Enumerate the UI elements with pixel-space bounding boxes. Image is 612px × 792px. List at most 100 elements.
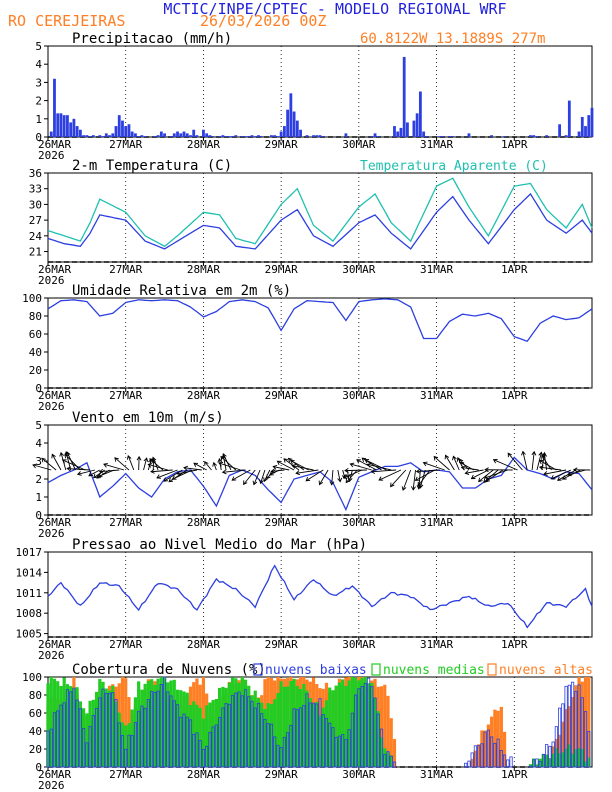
wind-arrow-head [221,469,227,475]
wind-arrow-head [364,459,370,464]
y-tick-label: 20 [29,364,42,377]
legend-medium-clouds-swatch [371,663,381,676]
wind-arrow [541,455,552,471]
medium-cloud-bar [185,692,189,767]
x-tick-label: 1APR [501,638,528,651]
panel-title: Vento em 10m (m/s) [72,410,224,426]
x-tick-label: 29MAR [265,263,298,276]
wind-arrow [148,463,168,471]
wind-arrow-head [287,457,293,463]
wind-arrow-head [543,471,548,476]
medium-cloud-bar [137,681,141,767]
precip-bar [567,100,571,137]
legend-low-clouds: nuvens baixas [265,663,367,678]
low-cloud-bar [198,740,202,768]
panel-title: 2-m Temperatura (C) [72,158,232,174]
y-tick-label: 100 [22,292,42,305]
y-tick-label: 40 [29,346,42,359]
wind-arrow-head [344,468,349,473]
low-cloud-bar [253,707,257,768]
low-cloud-bar [85,742,89,768]
wind-arrow-head [97,472,103,478]
wind-arrow-head [263,477,268,483]
medium-cloud-bar [311,703,316,767]
low-cloud-bar [545,744,549,768]
low-cloud-bar [185,716,189,768]
medium-cloud-bar [373,697,377,767]
medium-cloud-bar [124,725,128,767]
y-tick-label: 36 [29,167,42,180]
precip-bar [250,135,254,137]
wind-arrow-head [521,450,526,456]
precip-bar [134,133,137,137]
wind-arrow-head [212,461,218,467]
low-cloud-bar [315,703,319,768]
wind-arrow [62,459,86,471]
panel-frame [47,297,593,389]
low-cloud-bar [490,736,494,768]
low-cloud-bar [62,702,66,768]
precip-bar [59,113,63,137]
medium-cloud-bar [85,713,89,767]
precip-bar [295,120,299,137]
low-cloud-bar [344,739,348,768]
low-cloud-bar [276,744,280,768]
wind-arrow-head [464,470,470,476]
medium-cloud-bar [188,704,193,767]
x-tick-label: 1APR [501,389,528,402]
medium-cloud-bar [156,678,160,767]
wind-arrow-head [390,482,395,488]
wind-arrow [127,455,135,471]
panel-1: 0 1 2 3 4 5 26MAR 27MAR 28MAR 29MAR 30MAR 31MAR 1APR… [35,31,594,162]
precip-bar [66,115,69,137]
panel-6: 0 20 40 60 80 100 26MAR 27MAR 28MAR 29MAR 30MAR 31M… [22,662,593,792]
medium-cloud-bar [551,753,555,767]
precip-bar [590,107,594,137]
wind-arrow [337,469,341,482]
low-cloud-bar [574,691,578,768]
x-year-label: 2026 [38,527,65,540]
low-cloud-bar [75,699,79,768]
wind-arrow [156,469,178,479]
high-cloud-bar [386,695,390,767]
wind-arrow [557,469,577,481]
low-cloud-bar [324,718,329,768]
wind-arrow [51,454,62,471]
precip-bar [205,133,209,137]
medium-cloud-bar [357,680,361,767]
medium-cloud-bar [243,679,248,767]
precip-bar [153,136,157,137]
precip-bar [273,135,277,137]
low-cloud-bar [175,704,180,768]
low-cloud-bar [214,724,218,768]
low-cloud-bar [535,758,539,768]
precip-bar [231,136,234,137]
medium-cloud-bar [583,761,588,767]
medium-cloud-bar [370,682,374,767]
medium-cloud-bar [104,688,108,767]
wind-arrow-head [59,451,65,457]
medium-cloud-bar [133,697,138,767]
wind-arrow-head [478,477,483,483]
low-cloud-bar [98,697,102,768]
low-cloud-bar [298,707,303,768]
precip-bar [88,136,92,137]
low-cloud-bar [587,730,591,768]
pressure-line [47,564,593,629]
wind-arrow-head [98,468,104,474]
precip-bar [127,124,131,137]
low-cloud-bar [464,762,468,768]
high-cloud-bar [499,706,503,767]
wind-arrow [213,462,217,471]
precip-bar [532,135,536,137]
x-tick-label: 26MAR [38,638,71,651]
precip-bar [124,126,128,137]
precip-bar [117,115,121,137]
precip-bar [247,136,251,137]
low-cloud-bar [318,698,322,768]
wind-arrow-head [220,455,225,461]
low-cloud-bar [237,691,241,768]
wind-arrow [183,467,202,471]
precip-bar [396,131,400,137]
wind-arrow-head [88,472,94,477]
